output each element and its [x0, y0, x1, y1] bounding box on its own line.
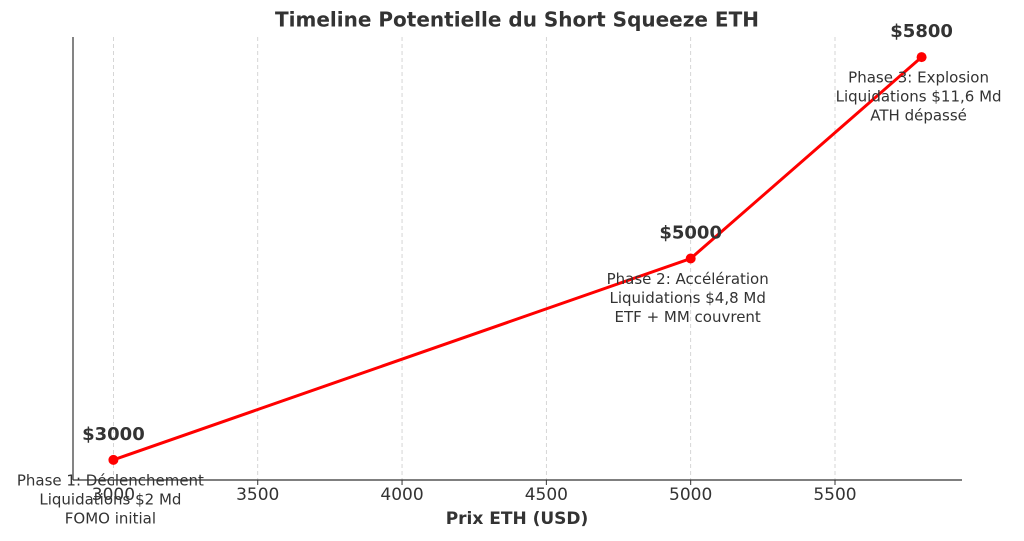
x-axis-label: Prix ETH (USD) — [446, 509, 589, 529]
annotation: FOMO initial — [65, 509, 156, 527]
point — [108, 454, 119, 465]
annotation: ATH dépassé — [870, 107, 967, 125]
annotation: Phase 2: Accélération — [607, 270, 769, 288]
x-tick-label: 4000 — [380, 485, 423, 505]
point — [685, 253, 696, 264]
annotation: Liquidations $2 Md — [39, 490, 181, 508]
x-tick-label: 5000 — [669, 485, 712, 505]
annotation: Liquidations $4,8 Md — [609, 289, 765, 307]
x-tick-label: 3500 — [236, 485, 279, 505]
annotation: Liquidations $11,6 Md — [836, 88, 1002, 106]
annotation: Phase 3: Explosion — [848, 69, 989, 87]
point-label: $3000 — [82, 424, 145, 445]
chart-title: Timeline Potentielle du Short Squeeze ET… — [275, 8, 759, 32]
annotation: Phase 1: Déclenchement — [17, 471, 204, 489]
point — [916, 52, 927, 63]
point-label: $5800 — [890, 21, 953, 42]
annotation: ETF + MM couvrent — [615, 308, 761, 326]
x-tick-label: 5500 — [813, 485, 856, 505]
point-label: $5000 — [659, 223, 722, 244]
x-tick-label: 4500 — [525, 485, 568, 505]
line — [112, 56, 923, 462]
x-tick-label: 3000 — [92, 485, 135, 505]
